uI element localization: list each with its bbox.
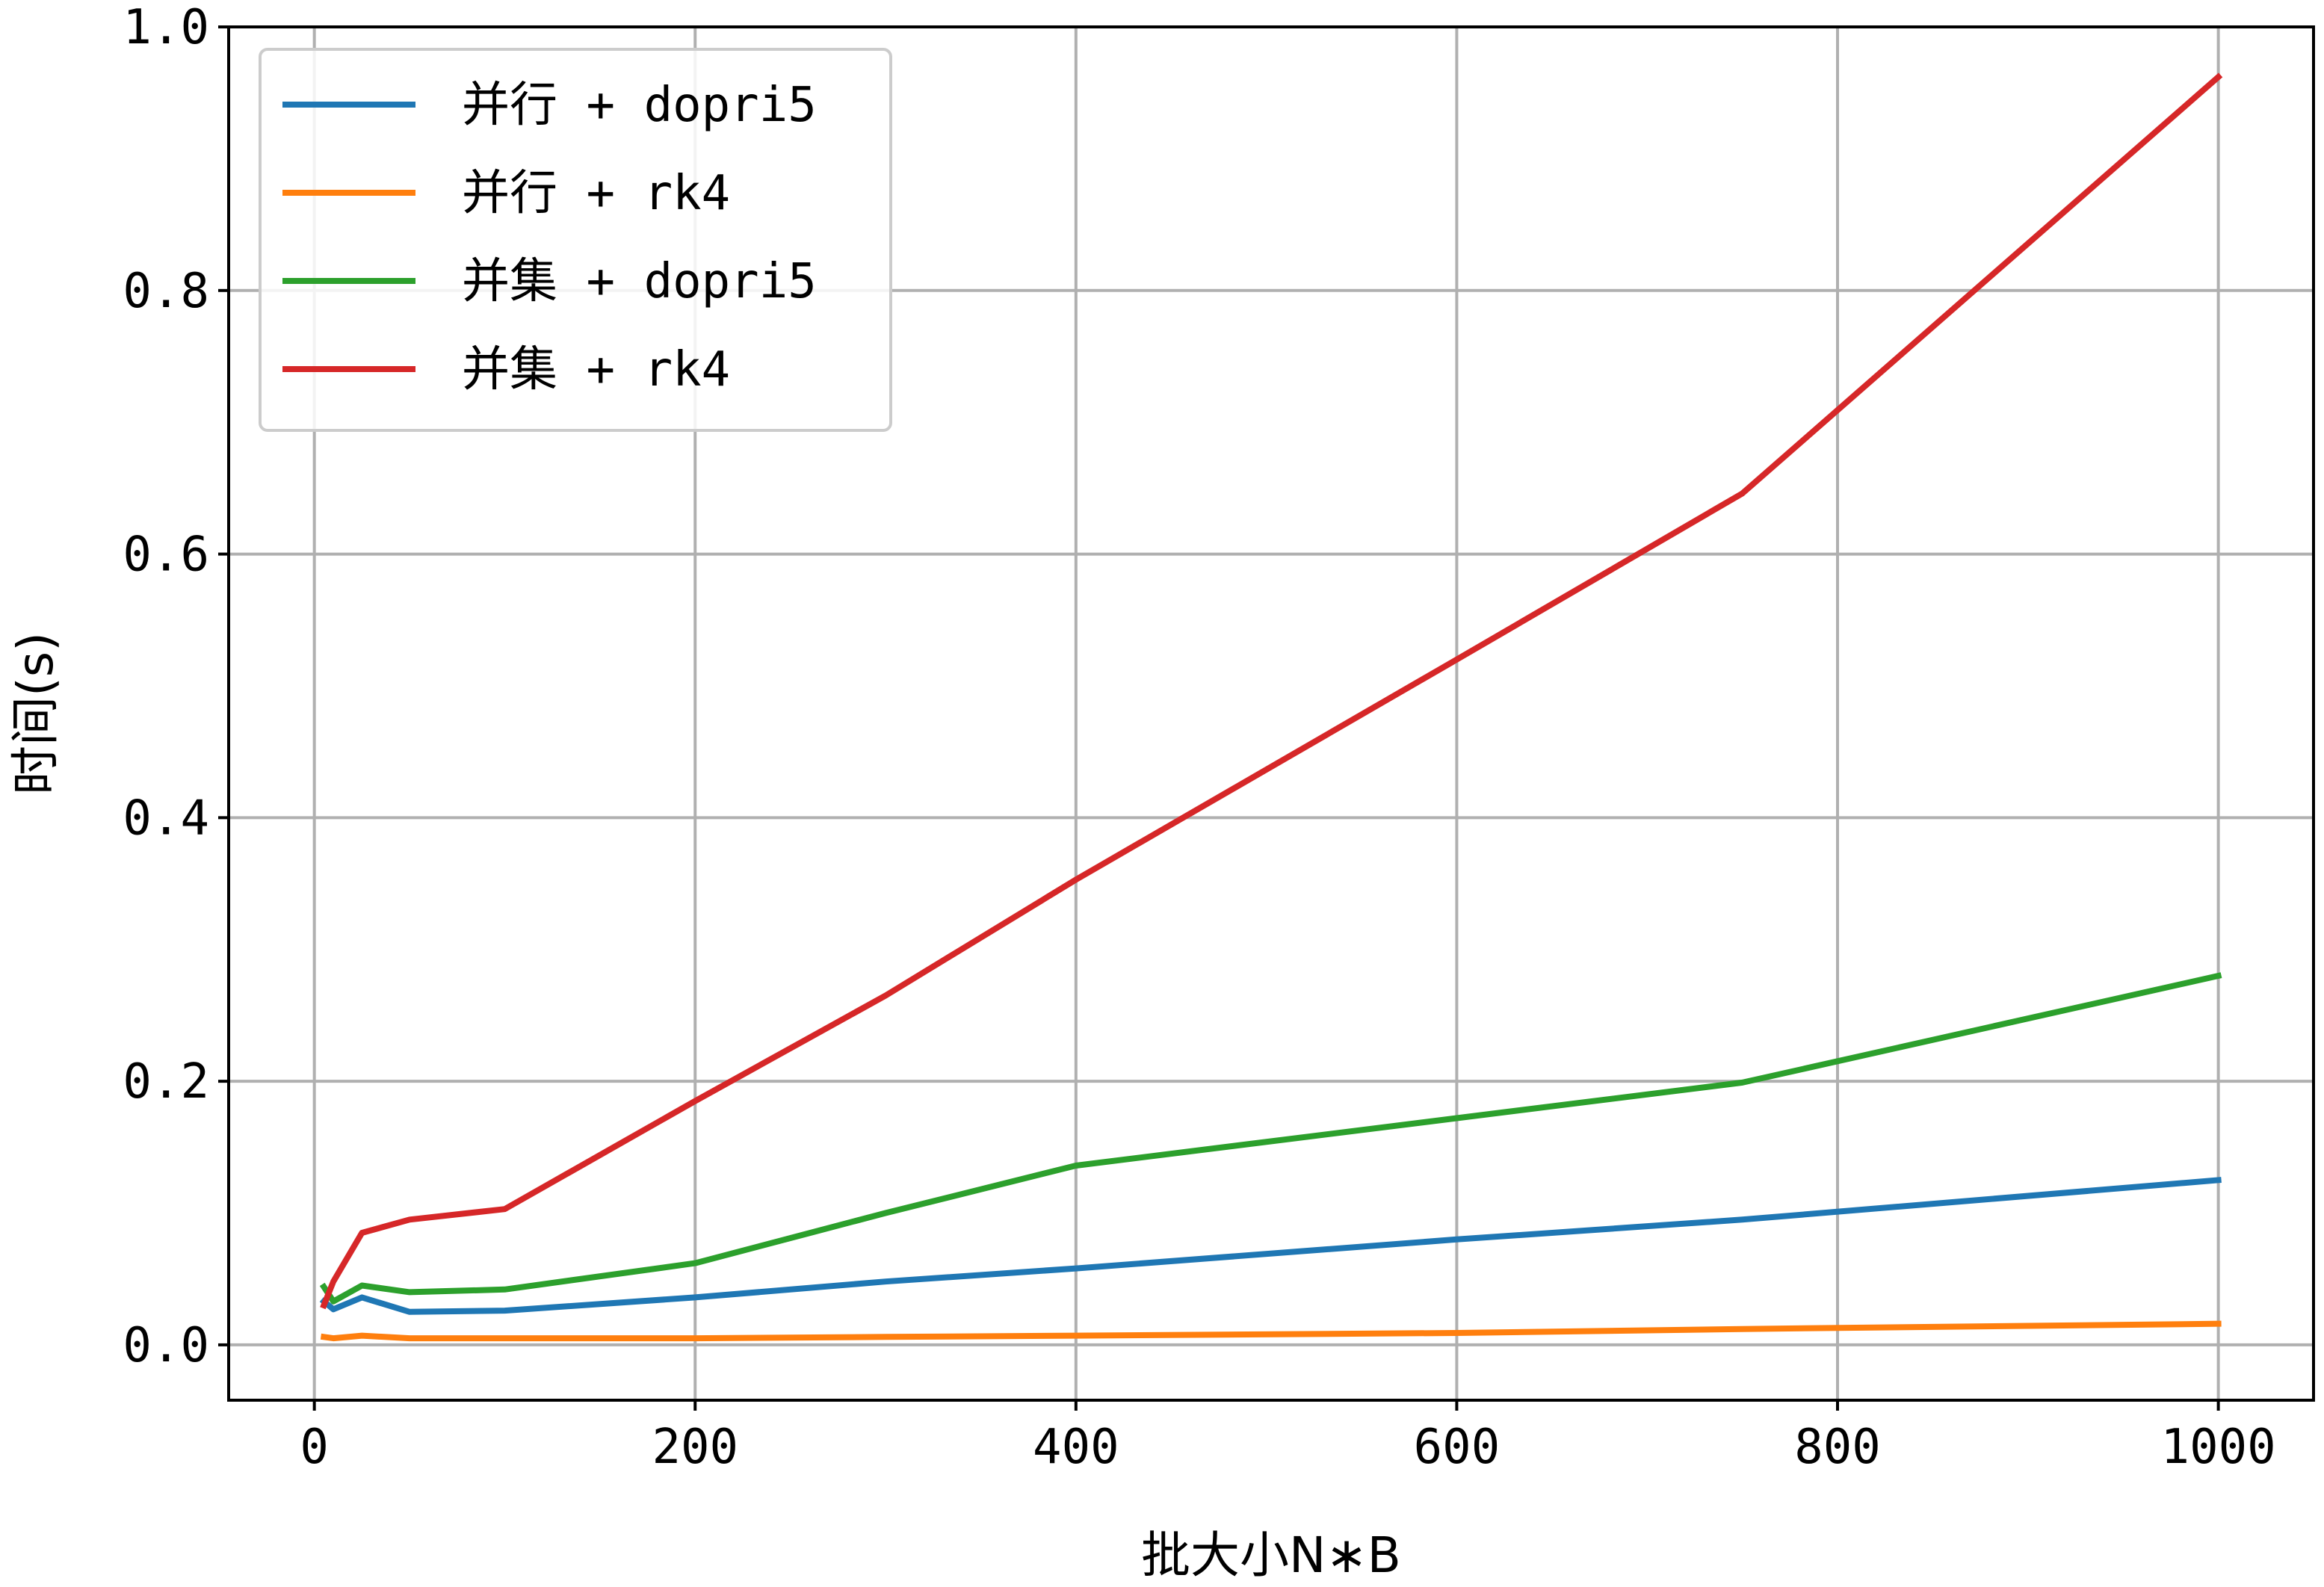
x-tick-label: 0: [300, 1420, 329, 1475]
y-axis-label: 时间(s): [7, 632, 64, 795]
legend-label: 并行 + dopri5: [462, 78, 817, 133]
y-tick-label: 0.4: [123, 791, 209, 846]
x-tick-label: 400: [1033, 1420, 1119, 1475]
series-line-4: [320, 72, 2223, 1310]
series-line-3: [319, 972, 2222, 1305]
x-tick-label: 1000: [2161, 1420, 2276, 1475]
x-axis-label: 批大小N∗B: [1141, 1526, 1401, 1584]
y-tick-label: 0.0: [123, 1318, 209, 1373]
y-tick-label: 0.8: [123, 264, 209, 319]
legend-label: 并行 + rk4: [462, 166, 730, 221]
series-line-2: [320, 1320, 2222, 1342]
grid-lines: [229, 25, 2314, 1400]
legend: 并行 + dopri5 并行 + rk4 并集 + dopri5 并集 + rk4: [259, 48, 892, 432]
legend-label: 并集 + dopri5: [462, 254, 817, 309]
y-tick-label: 0.6: [123, 528, 209, 583]
x-axis-ticks: 0 200 400 600 800 1000: [300, 1400, 2276, 1475]
series-line-1: [319, 1177, 2222, 1315]
x-tick-label: 200: [652, 1420, 738, 1475]
y-axis-ticks: 0.0 0.2 0.4 0.6 0.8 1.0: [123, 0, 229, 1373]
x-tick-label: 800: [1794, 1420, 1881, 1475]
legend-box: [259, 48, 892, 432]
x-tick-label: 600: [1414, 1420, 1501, 1475]
y-tick-label: 0.2: [123, 1054, 209, 1110]
series-lines: [319, 72, 2223, 1342]
legend-label: 并集 + rk4: [462, 342, 730, 397]
y-tick-label: 1.0: [123, 0, 209, 55]
plot-frame: [227, 25, 2315, 1402]
